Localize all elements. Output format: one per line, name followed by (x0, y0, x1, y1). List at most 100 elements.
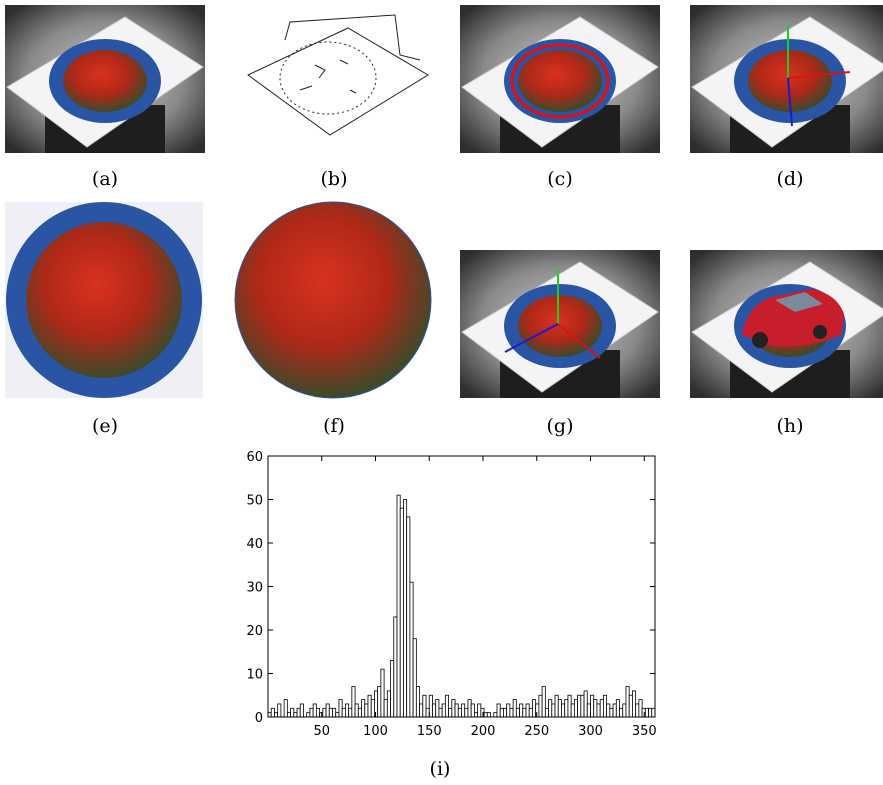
bar (416, 687, 419, 717)
bar (365, 704, 368, 717)
bar (555, 695, 558, 717)
bar (468, 700, 471, 717)
image-g (460, 250, 660, 398)
bar (420, 704, 423, 717)
caption: (i) (430, 758, 451, 780)
bar (629, 695, 632, 717)
bar (607, 704, 610, 717)
bar (445, 695, 448, 717)
image-f (235, 202, 431, 398)
bar (407, 517, 410, 717)
y-tick-label: 30 (246, 581, 263, 596)
bar (578, 695, 581, 717)
bar (474, 713, 477, 717)
bar (471, 704, 474, 717)
bar (487, 713, 490, 717)
bar (620, 708, 623, 717)
bar (507, 704, 510, 717)
image-a (5, 5, 205, 153)
bar (442, 704, 445, 717)
bar (320, 713, 323, 717)
bar (436, 700, 439, 717)
bar (336, 713, 339, 717)
bar (313, 704, 316, 717)
caption: (a) (92, 168, 118, 190)
caption: (g) (547, 415, 574, 437)
image-b (248, 15, 428, 135)
bar (584, 691, 587, 717)
bar (539, 695, 542, 717)
bar (581, 695, 584, 717)
bar (484, 713, 487, 717)
bar (600, 700, 603, 717)
bar (462, 704, 465, 717)
bar (345, 704, 348, 717)
bar (513, 700, 516, 717)
image-e (5, 202, 203, 398)
bar (423, 695, 426, 717)
bar (561, 704, 564, 717)
x-tick-label: 250 (524, 724, 549, 739)
y-tick-label: 50 (246, 494, 263, 509)
bar (297, 708, 300, 717)
bar (481, 708, 484, 717)
bar (452, 700, 455, 717)
bar (381, 669, 384, 717)
bar (284, 700, 287, 717)
bar (642, 708, 645, 717)
bar (391, 660, 394, 717)
bar (329, 708, 332, 717)
bar (394, 617, 397, 717)
bar (439, 708, 442, 717)
bar (549, 700, 552, 717)
bar (526, 704, 529, 717)
bar (632, 691, 635, 717)
y-tick-label: 0 (255, 711, 263, 726)
bar (597, 704, 600, 717)
x-tick-label: 200 (471, 724, 496, 739)
bar (636, 704, 639, 717)
bar (449, 708, 452, 717)
bar (316, 708, 319, 717)
bar (352, 687, 355, 717)
bar (529, 708, 532, 717)
image-c (460, 5, 660, 153)
bar (616, 700, 619, 717)
bar (478, 704, 481, 717)
bar (342, 708, 345, 717)
bar (358, 708, 361, 717)
bar (610, 708, 613, 717)
bar (516, 708, 519, 717)
x-tick-label: 100 (363, 724, 388, 739)
bar (413, 639, 416, 717)
x-tick-label: 50 (313, 724, 330, 739)
bar (287, 713, 290, 717)
bar (371, 700, 374, 717)
bar (374, 691, 377, 717)
bar (307, 713, 310, 717)
bar (565, 700, 568, 717)
bar (400, 508, 403, 717)
bar (397, 495, 400, 717)
bar (278, 704, 281, 717)
bar (294, 713, 297, 717)
x-tick-label: 350 (632, 724, 657, 739)
bar (542, 687, 545, 717)
bar (626, 687, 629, 717)
bar (355, 704, 358, 717)
bar (520, 704, 523, 717)
bar (594, 700, 597, 717)
bar (432, 704, 435, 717)
bar (323, 708, 326, 717)
y-tick-label: 20 (246, 624, 263, 639)
caption: (d) (777, 168, 804, 190)
x-tick-label: 150 (417, 724, 442, 739)
bar (333, 708, 336, 717)
bar (649, 708, 652, 717)
caption: (f) (323, 415, 345, 437)
bar (532, 700, 535, 717)
bar (523, 708, 526, 717)
bar (387, 691, 390, 717)
bar (410, 582, 413, 717)
bar (510, 708, 513, 717)
